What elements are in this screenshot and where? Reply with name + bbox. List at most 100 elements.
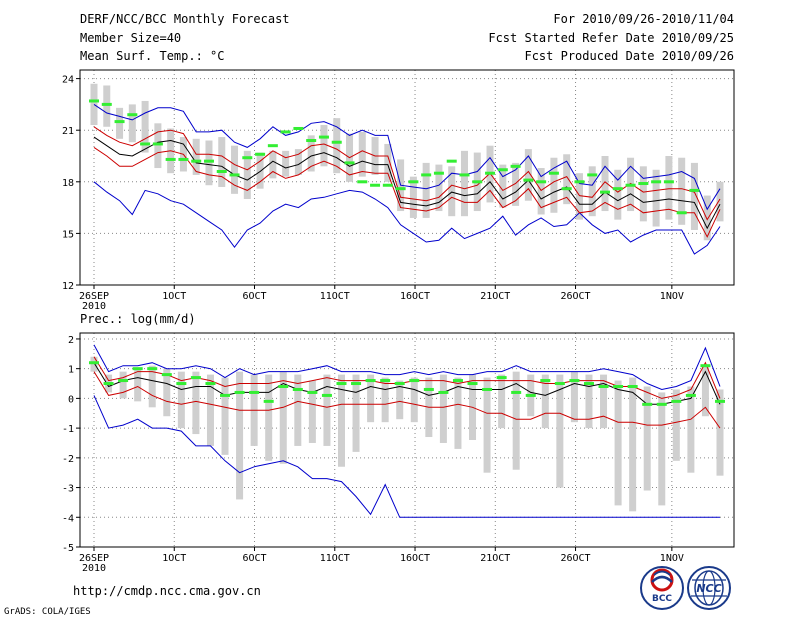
y-tick-label: 15 xyxy=(62,229,74,240)
median-mark xyxy=(165,157,176,161)
median-mark xyxy=(103,382,114,386)
series-line-minus_sd xyxy=(93,371,721,429)
median-mark xyxy=(433,171,444,175)
median-mark xyxy=(496,376,507,380)
y-tick-label: 1 xyxy=(68,365,74,376)
median-mark xyxy=(321,393,332,397)
box xyxy=(600,374,608,429)
median-mark xyxy=(152,142,163,146)
median-mark xyxy=(114,120,125,124)
median-mark xyxy=(278,385,289,388)
median-mark xyxy=(409,379,420,383)
median-mark xyxy=(656,402,667,406)
median-mark xyxy=(671,399,682,403)
box xyxy=(563,154,571,205)
grid xyxy=(80,333,734,547)
series-line-plus_sd xyxy=(93,356,721,399)
box xyxy=(205,140,213,186)
box xyxy=(163,368,171,417)
series-line-mean xyxy=(93,362,721,405)
box xyxy=(410,377,418,423)
precip-panel-title: Prec.: log(mm/d) xyxy=(80,312,196,326)
median-mark xyxy=(147,367,158,371)
box xyxy=(308,380,316,443)
median-mark xyxy=(331,140,342,144)
median-mark xyxy=(306,139,317,143)
box xyxy=(643,386,651,491)
y-tick-label: -2 xyxy=(62,454,74,465)
median-mark xyxy=(523,178,534,182)
ncc-logo: NCC xyxy=(687,566,731,610)
median-mark xyxy=(336,382,347,386)
y-tick-label: 0 xyxy=(68,394,74,405)
box xyxy=(294,149,302,175)
box xyxy=(703,195,711,241)
box xyxy=(307,135,315,172)
x-tick-label: 11OCT xyxy=(320,553,350,564)
x-tick-label: 16OCT xyxy=(400,291,430,302)
box xyxy=(384,143,392,182)
median-mark xyxy=(249,390,260,394)
median-mark xyxy=(351,382,362,386)
median-mark xyxy=(511,390,522,394)
box xyxy=(439,374,447,443)
plot-frame xyxy=(79,332,735,548)
x-tick-label: 1NOV xyxy=(660,291,684,302)
box xyxy=(550,157,558,213)
x-year-label: 2010 xyxy=(82,563,106,574)
footer-url[interactable]: http://cmdp.ncc.cma.gov.cn xyxy=(73,584,261,598)
median-mark xyxy=(612,187,623,191)
bcc-logo-text: BCC xyxy=(652,594,672,604)
box xyxy=(588,166,596,217)
grads-credit: GrADS: COLA/IGES xyxy=(4,607,91,617)
box xyxy=(333,118,341,174)
median-mark xyxy=(408,180,419,184)
box xyxy=(601,156,609,212)
box xyxy=(454,377,462,449)
box xyxy=(512,371,520,470)
box xyxy=(148,365,156,408)
header-produced-date: Fcst Produced Date 2010/09/26 xyxy=(524,49,734,63)
median-mark xyxy=(482,387,493,391)
box xyxy=(367,374,375,423)
y-tick-label: 24 xyxy=(62,75,74,86)
box xyxy=(192,371,200,435)
box xyxy=(512,162,520,206)
temperature-panel: 12 15 18 21 24 26SEP 1OCT 6OCT 11OCT 16OCT 21OCT 26… xyxy=(62,69,735,312)
box xyxy=(483,377,491,473)
x-tick-label: 1OCT xyxy=(162,553,186,564)
median-series xyxy=(89,361,725,406)
box xyxy=(243,150,251,199)
box xyxy=(435,164,443,212)
box xyxy=(206,374,214,446)
median-mark xyxy=(700,364,711,368)
x-tick-label: 11OCT xyxy=(320,291,350,302)
median-mark xyxy=(613,385,624,388)
median-mark xyxy=(452,379,463,383)
series-line-minus_sd xyxy=(93,146,721,238)
bcc-logo: BCC xyxy=(640,566,684,610)
box xyxy=(141,100,149,153)
box xyxy=(652,169,660,227)
box xyxy=(570,371,578,423)
series-line-max xyxy=(93,103,721,211)
x-tick-label: 6OCT xyxy=(242,291,266,302)
box xyxy=(177,371,185,429)
median-mark xyxy=(382,183,393,187)
median-mark xyxy=(318,135,329,139)
box xyxy=(687,386,695,473)
median-mark xyxy=(497,168,508,172)
median-mark xyxy=(642,402,653,406)
median-mark xyxy=(205,382,216,386)
box xyxy=(556,374,564,488)
median-mark xyxy=(292,387,303,391)
box xyxy=(269,150,277,179)
median-mark xyxy=(307,390,318,394)
box xyxy=(381,377,389,423)
series-line-min xyxy=(93,395,720,518)
grid xyxy=(80,70,734,285)
x-tick-label: 26OCT xyxy=(560,553,590,564)
median-mark xyxy=(216,169,227,173)
box xyxy=(498,374,506,429)
median-mark xyxy=(651,180,662,184)
